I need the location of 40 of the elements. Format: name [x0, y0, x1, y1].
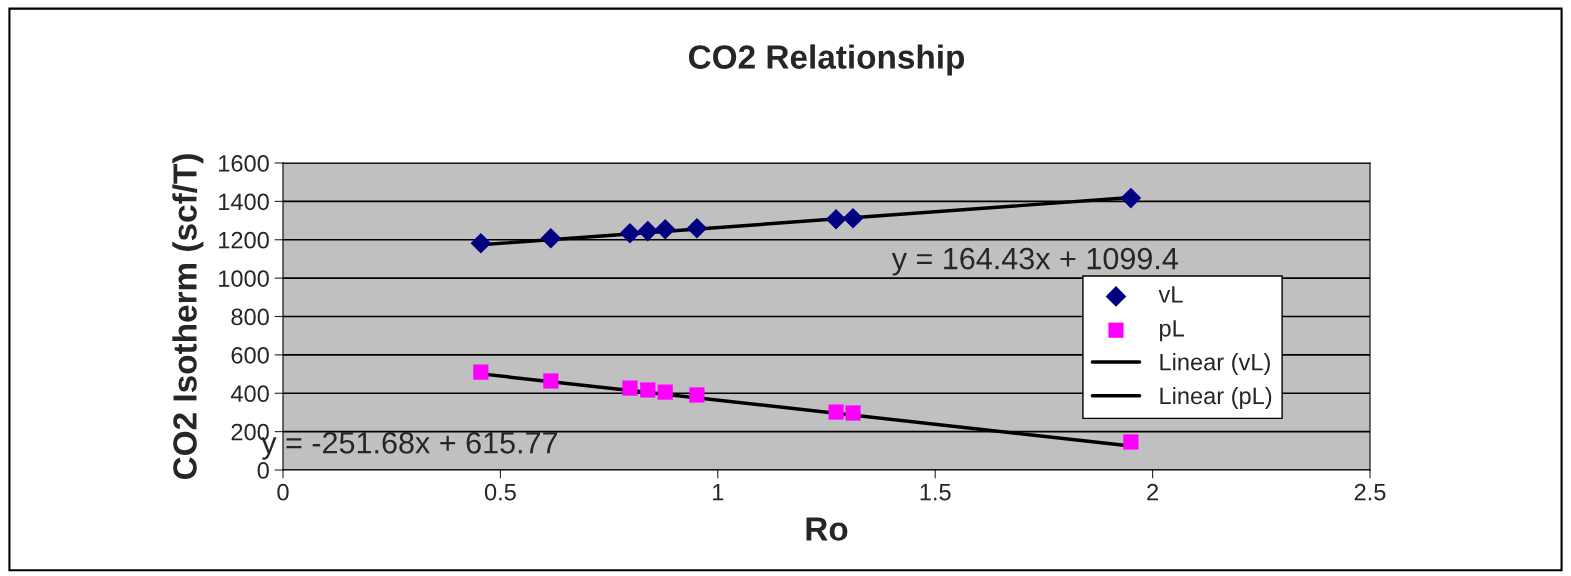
point	[657, 384, 673, 400]
point	[828, 404, 844, 420]
point	[654, 218, 676, 240]
point	[540, 227, 562, 249]
y-tick-label: 800	[231, 308, 269, 326]
point	[619, 222, 641, 244]
legend-label: vL	[1158, 286, 1183, 303]
annotation: y = 164.43x + 1099.4	[891, 247, 1178, 276]
y-tick-label: 1200	[219, 231, 269, 249]
x-tick-label: 1	[713, 484, 724, 501]
point	[1123, 434, 1139, 450]
x-tick-label: 2.5	[1354, 483, 1386, 501]
point	[842, 207, 864, 229]
point	[473, 364, 489, 380]
x-axis-title: Ro	[806, 517, 848, 541]
point	[686, 217, 708, 239]
legend-label: Linear (vL)	[1160, 353, 1270, 376]
x-tick-label: 2	[1147, 483, 1158, 501]
point	[1120, 187, 1142, 209]
point	[543, 373, 559, 389]
legend-label: pL	[1160, 320, 1184, 342]
x-tick-label: 0	[277, 483, 289, 501]
chart-title: CO2 Relationship	[688, 44, 965, 76]
point	[637, 220, 659, 242]
y-tick-label: 1000	[219, 270, 269, 287]
x-tick-label: 0.5	[484, 483, 516, 501]
x-tick-label: 1.5	[920, 484, 951, 501]
y-tick-label: 1400	[219, 193, 269, 211]
point	[622, 380, 638, 396]
point	[689, 387, 705, 403]
y-tick-label: 600	[231, 346, 269, 364]
point	[640, 382, 656, 398]
point	[845, 405, 861, 421]
y-tick-label: 1600	[219, 155, 269, 172]
point	[825, 208, 847, 230]
y-tick-label: 0	[257, 462, 269, 479]
y-tick-label: 400	[230, 385, 269, 403]
legend-label: Linear (pL)	[1160, 386, 1272, 409]
point	[470, 232, 492, 254]
y-axis-title: CO2 Isotherm (scf/T)	[172, 154, 204, 480]
